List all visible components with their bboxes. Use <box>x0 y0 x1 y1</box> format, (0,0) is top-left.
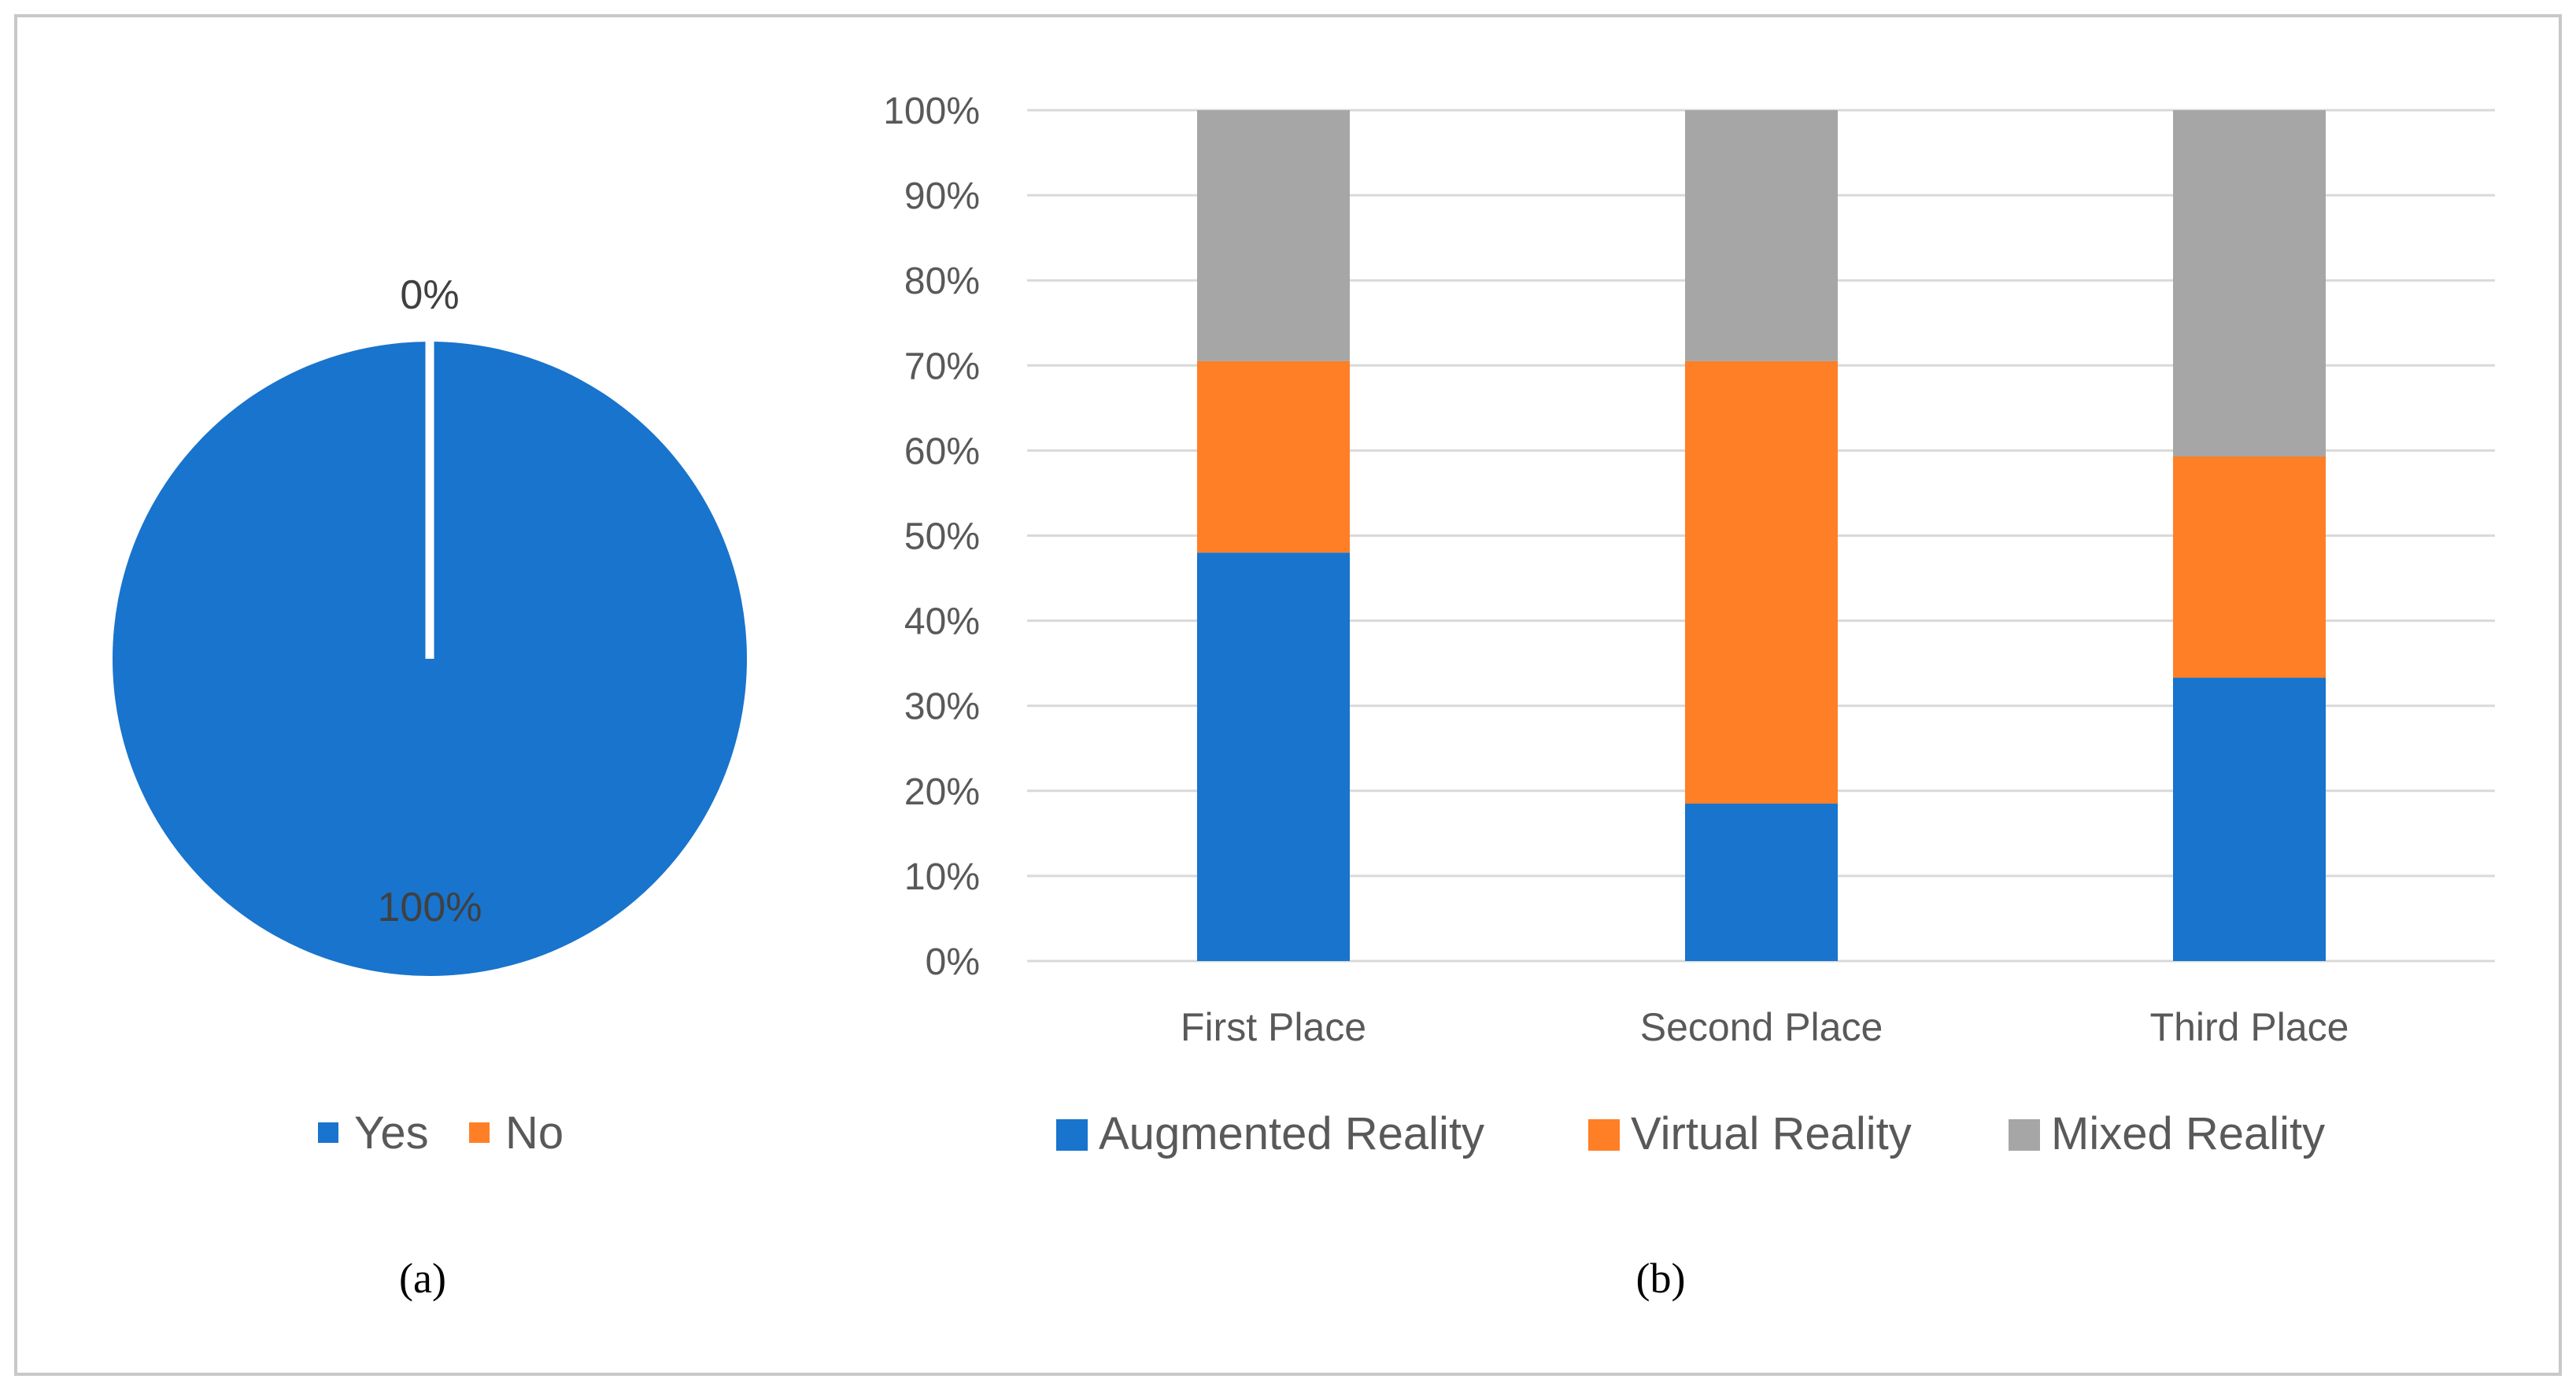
y-tick-label: 10% <box>904 856 980 898</box>
bar-augmented-reality-first-place <box>1197 553 1350 961</box>
pie-label-yes: 100% <box>378 885 482 930</box>
bar-mixed-reality-first-place <box>1197 110 1350 361</box>
pie-legend-swatch-no <box>469 1122 490 1143</box>
y-tick-label: 40% <box>904 601 980 643</box>
bar-virtual-reality-third-place <box>2173 456 2326 678</box>
bar-legend: Augmented Reality Virtual Reality Mixed … <box>1056 1108 2325 1159</box>
pie-label-no: 0% <box>400 272 459 318</box>
bar-augmented-reality-second-place <box>1685 804 1838 961</box>
legend-swatch-virtual-reality <box>1588 1119 1620 1151</box>
y-tick-label: 100% <box>883 91 980 132</box>
bars <box>1197 110 2326 961</box>
legend-label-mixed-reality: Mixed Reality <box>2051 1108 2325 1159</box>
bar-augmented-reality-third-place <box>2173 678 2326 961</box>
bar-mixed-reality-second-place <box>1685 110 1838 361</box>
y-tick-label: 30% <box>904 686 980 728</box>
bar-mixed-reality-third-place <box>2173 110 2326 457</box>
x-category-label: Second Place <box>1640 1005 1883 1049</box>
y-tick-label: 80% <box>904 261 980 302</box>
bar-virtual-reality-first-place <box>1197 360 1350 553</box>
caption-b: (b) <box>1636 1255 1686 1302</box>
caption-a: (a) <box>399 1255 446 1302</box>
y-tick-label: 20% <box>904 771 980 813</box>
legend-label-augmented-reality: Augmented Reality <box>1099 1108 1484 1159</box>
legend-swatch-augmented-reality <box>1056 1119 1088 1151</box>
pie-legend-swatch-yes <box>318 1122 338 1143</box>
x-category-label: Third Place <box>2150 1005 2349 1049</box>
stacked-bar-chart: 0% 10% 20% 30% 40% 50% 60% 70% 80% 90% 100% First … <box>883 91 2495 1302</box>
pie-legend: Yes No <box>318 1107 564 1159</box>
y-tick-label: 70% <box>904 346 980 387</box>
pie-legend-label-no: No <box>505 1107 564 1159</box>
x-axis-category-labels: First Place Second Place Third Place <box>1181 1005 2349 1049</box>
pie-legend-label-yes: Yes <box>354 1107 429 1159</box>
y-tick-label: 60% <box>904 431 980 472</box>
bar-virtual-reality-second-place <box>1685 360 1838 804</box>
y-tick-label: 0% <box>926 941 980 983</box>
y-tick-label: 50% <box>904 516 980 558</box>
pie-chart: 0% 100% Yes No (a) <box>113 272 747 1302</box>
legend-label-virtual-reality: Virtual Reality <box>1631 1108 1912 1159</box>
x-category-label: First Place <box>1181 1005 1366 1049</box>
y-axis-tick-labels: 0% 10% 20% 30% 40% 50% 60% 70% 80% 90% 100% <box>883 91 980 983</box>
y-tick-label: 90% <box>904 176 980 217</box>
legend-swatch-mixed-reality <box>2009 1119 2040 1151</box>
